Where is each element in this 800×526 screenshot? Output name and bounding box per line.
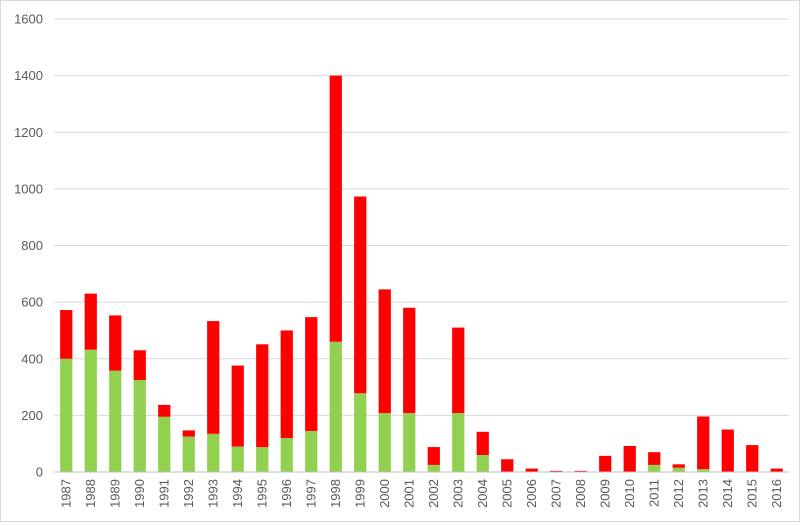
y-tick-label: 600 bbox=[21, 295, 43, 310]
bar-series-2-1996 bbox=[280, 330, 293, 439]
bar-series-1-1996 bbox=[280, 438, 293, 472]
bar-series-1-1995 bbox=[256, 447, 269, 472]
bars bbox=[60, 75, 783, 472]
x-tick-label: 2003 bbox=[450, 479, 465, 508]
bar-series-2-1994 bbox=[231, 365, 244, 447]
bar-series-2-1993 bbox=[207, 321, 220, 434]
bar-series-2-2006 bbox=[525, 468, 538, 472]
bar-series-1-1990 bbox=[133, 379, 146, 472]
bar-series-1-1994 bbox=[231, 446, 244, 472]
x-tick-label: 1992 bbox=[181, 479, 196, 508]
bar-series-1-2001 bbox=[403, 413, 416, 472]
bar-series-2-2001 bbox=[403, 307, 416, 414]
bar-series-2-2003 bbox=[452, 327, 465, 414]
x-tick-label: 2002 bbox=[426, 479, 441, 508]
bar-series-1-1992 bbox=[182, 436, 195, 472]
bar-series-2-2009 bbox=[599, 455, 612, 472]
x-tick-label: 1991 bbox=[156, 479, 171, 508]
bar-series-1-2012 bbox=[672, 467, 685, 472]
bar-series-2-2010 bbox=[623, 445, 636, 472]
x-axis-tick-labels: 1987 1988 1989 1990 1991 1992 1993 1994 1995 1996… bbox=[58, 479, 784, 508]
bar-series-2-2012 bbox=[672, 464, 685, 468]
bar-series-2-1997 bbox=[305, 317, 318, 431]
bar-series-2-2002 bbox=[427, 447, 440, 465]
bar-series-2-2014 bbox=[721, 429, 734, 472]
x-tick-label: 1988 bbox=[83, 479, 98, 508]
x-tick-label: 2009 bbox=[597, 479, 612, 508]
bar-series-2-2016 bbox=[770, 468, 783, 472]
bar-series-1-2003 bbox=[452, 413, 465, 472]
y-tick-label: 1200 bbox=[14, 125, 43, 140]
y-tick-label: 1000 bbox=[14, 181, 43, 196]
y-tick-label: 0 bbox=[36, 465, 43, 480]
x-tick-label: 2015 bbox=[744, 479, 759, 508]
y-tick-label: 200 bbox=[21, 408, 43, 423]
y-tick-label: 1600 bbox=[14, 12, 43, 27]
bar-series-2-1992 bbox=[182, 430, 195, 437]
x-tick-label: 2012 bbox=[671, 479, 686, 508]
x-tick-label: 2010 bbox=[622, 479, 637, 508]
y-tick-label: 1400 bbox=[14, 68, 43, 83]
bar-series-2-1989 bbox=[109, 315, 122, 371]
x-tick-label: 1989 bbox=[107, 479, 122, 508]
y-tick-label: 800 bbox=[21, 238, 43, 253]
x-tick-label: 1993 bbox=[205, 479, 220, 508]
bar-series-2-1988 bbox=[84, 293, 97, 350]
bar-series-2-1998 bbox=[329, 75, 342, 342]
x-tick-label: 1987 bbox=[58, 479, 73, 508]
bar-series-1-1988 bbox=[84, 349, 97, 472]
bar-series-2-1995 bbox=[256, 344, 269, 448]
x-tick-label: 2001 bbox=[401, 479, 416, 508]
bar-series-2-2008 bbox=[574, 470, 587, 472]
bar-series-2-2015 bbox=[746, 445, 759, 472]
bar-series-2-2005 bbox=[501, 459, 514, 472]
gridlines bbox=[54, 18, 789, 416]
bar-series-2-2007 bbox=[550, 470, 563, 472]
x-tick-label: 2013 bbox=[695, 479, 710, 508]
bar-series-2-2000 bbox=[378, 289, 391, 414]
bar-series-1-1997 bbox=[305, 430, 318, 472]
x-tick-label: 1996 bbox=[279, 479, 294, 508]
x-tick-label: 2007 bbox=[548, 479, 563, 508]
y-axis-tick-labels: 0 200 400 600 800 1000 1200 1400 1600 bbox=[14, 12, 43, 480]
x-tick-label: 1995 bbox=[254, 479, 269, 508]
x-tick-label: 1999 bbox=[352, 479, 367, 508]
x-tick-label: 2008 bbox=[573, 479, 588, 508]
x-tick-label: 2014 bbox=[720, 479, 735, 508]
x-tick-label: 1994 bbox=[230, 479, 245, 508]
bar-series-1-2002 bbox=[427, 464, 440, 472]
bar-series-2-2004 bbox=[476, 431, 489, 456]
bar-series-1-2013 bbox=[697, 469, 710, 472]
x-tick-label: 1998 bbox=[328, 479, 343, 508]
bar-series-1-1989 bbox=[109, 370, 122, 472]
x-tick-label: 1997 bbox=[303, 479, 318, 508]
bar-series-1-1987 bbox=[60, 358, 73, 472]
bar-series-1-1991 bbox=[158, 416, 171, 472]
x-tick-label: 2016 bbox=[769, 479, 784, 508]
bar-series-2-1999 bbox=[354, 196, 367, 394]
bar-series-2-1990 bbox=[133, 350, 146, 380]
x-tick-label: 2005 bbox=[499, 479, 514, 508]
bar-series-1-2000 bbox=[378, 413, 391, 472]
bar-series-2-1991 bbox=[158, 404, 171, 417]
bar-series-1-1998 bbox=[329, 341, 342, 472]
x-tick-label: 2011 bbox=[646, 479, 661, 507]
bar-series-1-1993 bbox=[207, 433, 220, 472]
bar-series-2-2011 bbox=[648, 452, 661, 465]
bar-series-2-2013 bbox=[697, 416, 710, 470]
bar-series-1-1999 bbox=[354, 393, 367, 472]
bar-series-1-2011 bbox=[648, 464, 661, 472]
x-tick-label: 2006 bbox=[524, 479, 539, 508]
y-tick-label: 400 bbox=[21, 351, 43, 366]
bar-series-2-1987 bbox=[60, 310, 73, 359]
bar-series-1-2004 bbox=[476, 455, 489, 472]
x-tick-label: 2004 bbox=[475, 479, 490, 508]
x-tick-label: 1990 bbox=[132, 479, 147, 508]
x-tick-label: 2000 bbox=[377, 479, 392, 508]
